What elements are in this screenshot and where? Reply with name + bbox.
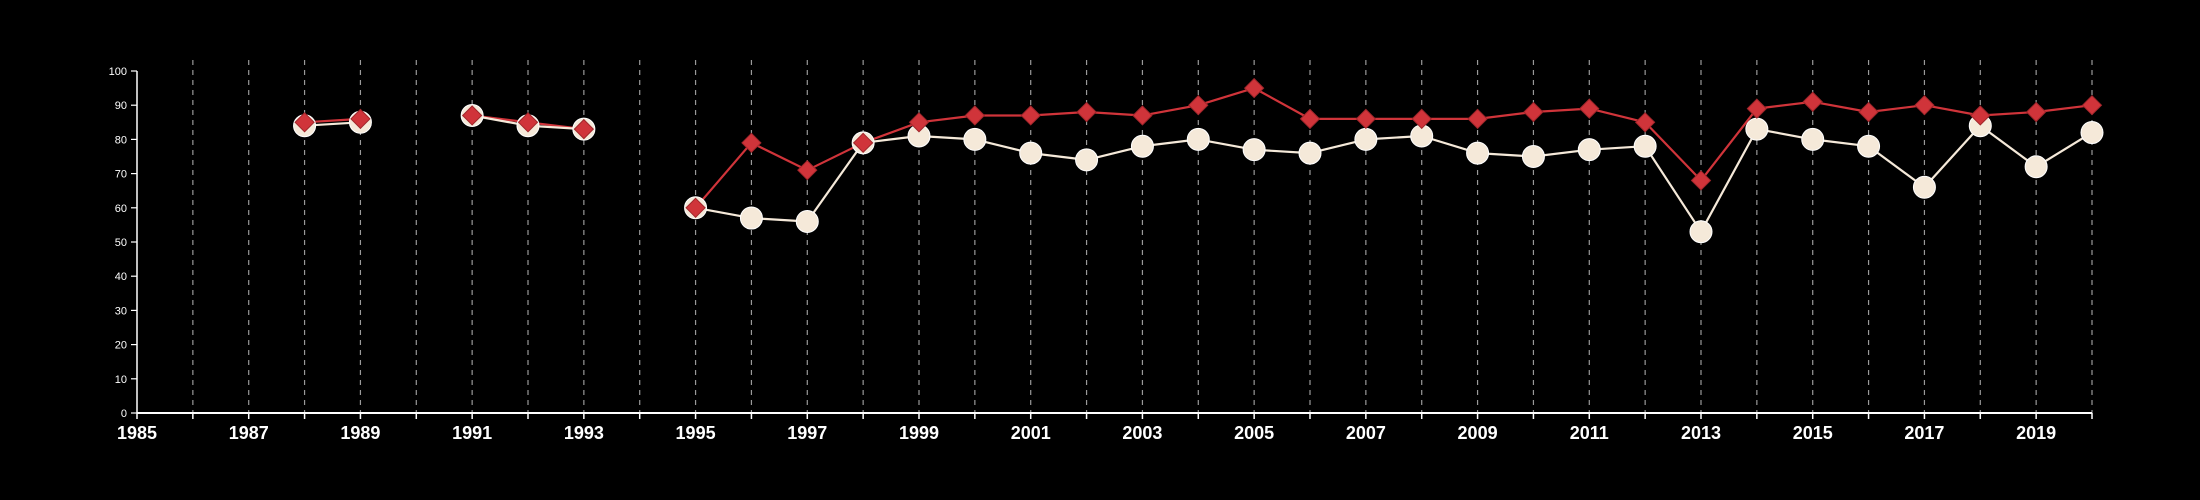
diamond-point [573, 118, 595, 140]
diamond-point [1355, 108, 1377, 130]
x-tick-label: 2011 [1570, 423, 1609, 443]
diamond-point [1188, 94, 1209, 116]
diamond-point [350, 108, 371, 130]
diamond-point [1076, 101, 1097, 123]
diamond-point [1411, 108, 1432, 130]
diamond-point [294, 112, 315, 133]
diamond-point [1132, 105, 1153, 126]
circle-point [1857, 134, 1881, 158]
y-tick-label: 80 [115, 134, 127, 146]
circle-point [2024, 155, 2048, 179]
circle-point [1019, 141, 1043, 165]
circle-point [1186, 127, 1210, 151]
y-tick-label: 40 [115, 271, 127, 283]
circle-point [1466, 141, 1490, 165]
circle-point [1521, 145, 1545, 168]
circle-point [739, 206, 763, 230]
x-tick-label: 1989 [340, 423, 380, 443]
diamond-point [797, 159, 818, 181]
axes [131, 70, 2093, 419]
diamond-point [1467, 108, 1488, 130]
data-points [293, 77, 2104, 244]
diamond-point [1523, 101, 1544, 123]
diamond-point [1802, 91, 1823, 112]
grid-lines [192, 60, 2093, 413]
x-tick-label: 2001 [1011, 423, 1051, 443]
diamond-point [1914, 94, 1935, 116]
x-tick-label: 1993 [564, 423, 604, 443]
y-tick-label: 60 [115, 203, 127, 215]
circle-point [1577, 138, 1601, 162]
x-tick-label: 1987 [229, 423, 269, 443]
circle-point [795, 209, 819, 233]
diamond-point [2081, 94, 2103, 116]
x-tick-label: 2005 [1234, 423, 1274, 443]
diamond-point [852, 132, 874, 154]
x-tick-label: 1999 [899, 423, 939, 443]
series-line-diamond [694, 86, 2093, 209]
diamond-point [1579, 98, 1600, 119]
diamond-point [1690, 170, 1712, 191]
circle-point [1298, 141, 1322, 165]
x-tick-label: 2013 [1681, 423, 1721, 443]
x-tick-label: 2019 [2016, 423, 2056, 443]
diamond-point [1299, 108, 1321, 130]
diamond-point [685, 197, 706, 219]
diamond-point [461, 105, 483, 126]
circle-point [1801, 127, 1825, 151]
diamond-point [964, 105, 986, 126]
diamond-point [1243, 77, 1265, 99]
circle-point [1130, 134, 1154, 158]
x-tick-label: 2003 [1122, 423, 1162, 443]
y-tick-label: 90 [115, 100, 127, 112]
circle-point [2080, 121, 2104, 145]
y-tick-label: 100 [109, 66, 127, 78]
diamond-point [517, 112, 539, 133]
y-tick-label: 70 [115, 169, 127, 181]
y-tick-label: 50 [115, 237, 127, 249]
circle-point [963, 127, 987, 151]
x-tick-label: 2007 [1346, 423, 1386, 443]
y-tick-label: 0 [121, 408, 127, 420]
diamond-point [1746, 98, 1768, 119]
circle-point [1689, 220, 1713, 244]
y-tick-label: 30 [115, 305, 127, 317]
circle-point [1075, 148, 1099, 172]
tick-labels: 1985 1987 1989 1991 1993 1995 1997 1999 2001 2003… [109, 66, 2057, 443]
diamond-point [741, 132, 762, 154]
y-tick-label: 10 [115, 374, 127, 386]
x-tick-label: 1995 [676, 423, 716, 443]
diamond-point [1020, 105, 1041, 126]
x-tick-label: 2015 [1793, 423, 1833, 443]
series-line-circle [695, 124, 2093, 233]
diamond-point [1970, 105, 1991, 126]
x-tick-label: 2009 [1458, 423, 1498, 443]
x-tick-label: 1991 [452, 423, 492, 443]
circle-point [1242, 138, 1266, 162]
diamond-point [1634, 112, 1656, 133]
circle-point [1745, 117, 1769, 141]
diamond-point [2025, 101, 2047, 123]
circle-point [1354, 127, 1378, 151]
diamond-point [908, 112, 930, 133]
x-tick-label: 2017 [1904, 423, 1944, 443]
y-tick-label: 20 [115, 340, 127, 352]
x-tick-label: 1997 [787, 423, 827, 443]
x-tick-label: 1985 [117, 423, 157, 443]
circle-point [1633, 134, 1657, 158]
diamond-point [1858, 101, 1879, 123]
circle-point [1912, 175, 1936, 199]
